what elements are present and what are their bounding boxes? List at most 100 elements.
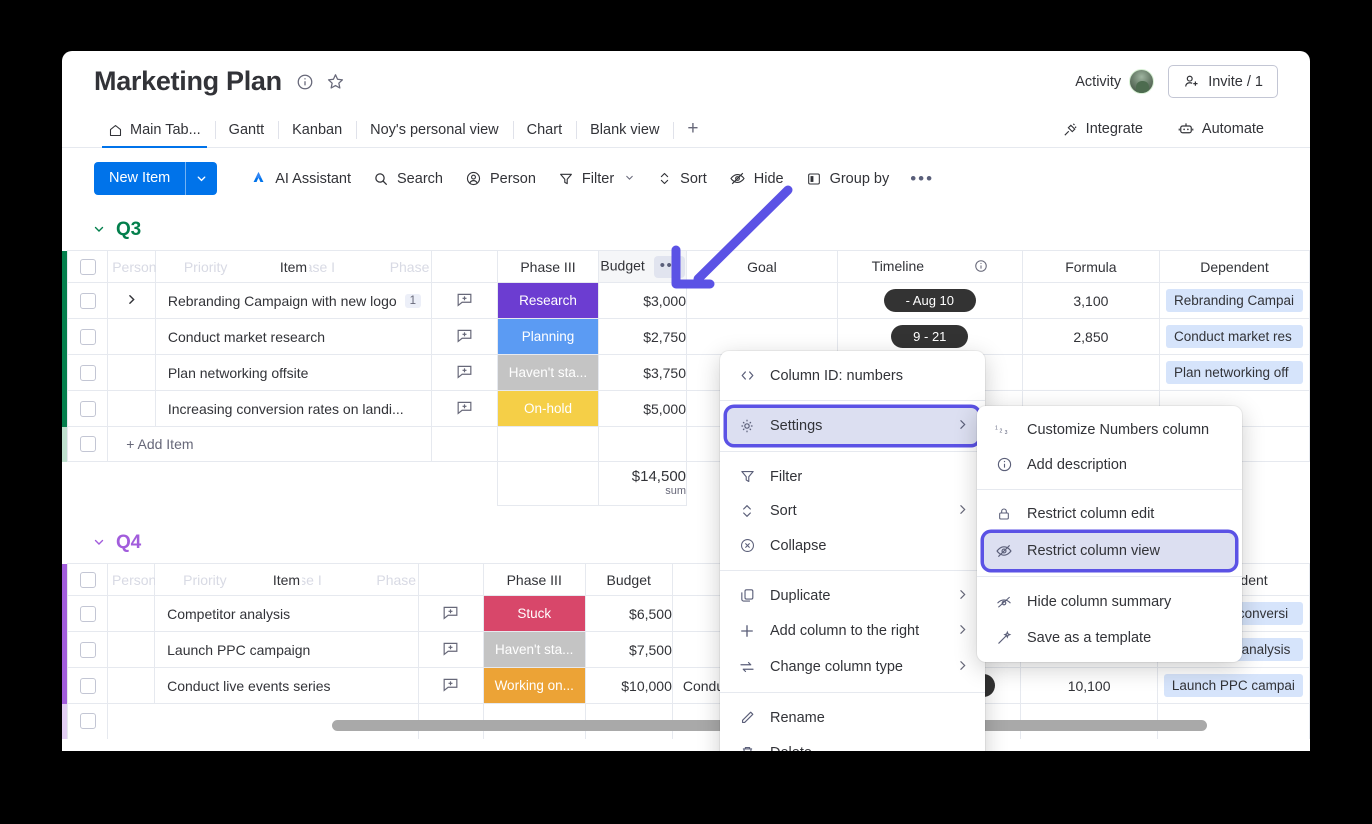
select-all-header[interactable]	[67, 250, 109, 283]
menu-item-change-column-type[interactable]: Change column type	[720, 649, 985, 685]
checkbox[interactable]	[79, 571, 96, 588]
item-name-cell[interactable]: Plan networking offsite	[154, 354, 433, 391]
group-header[interactable]: Q3	[62, 215, 1310, 250]
filter-button[interactable]: Filter	[547, 165, 646, 193]
menu-item-settings[interactable]: Settings	[727, 408, 978, 444]
budget-cell[interactable]: $2,750	[598, 318, 688, 355]
column-header-phase3[interactable]: Phase III	[496, 250, 600, 283]
row-checkbox-cell[interactable]	[67, 282, 109, 319]
chevron-down-icon[interactable]	[92, 535, 106, 552]
checkbox[interactable]	[79, 292, 96, 309]
dependent-cell[interactable]: Launch PPC campai	[1156, 667, 1310, 704]
group-header[interactable]: Q4	[62, 528, 1310, 563]
avatar[interactable]	[1129, 69, 1155, 94]
item-name-cell[interactable]: Conduct live events series	[154, 667, 419, 704]
status-cell[interactable]: Haven't sta...	[482, 631, 586, 668]
chevron-down-icon[interactable]	[92, 222, 106, 239]
invite-button[interactable]: Invite / 1	[1168, 65, 1278, 98]
item-name-cell[interactable]: Rebranding Campaign with new logo 1	[154, 282, 433, 319]
add-update-icon[interactable]	[431, 318, 498, 355]
column-header-updates[interactable]	[417, 563, 484, 596]
checkbox[interactable]	[79, 436, 96, 452]
info-circle-icon[interactable]	[974, 259, 988, 276]
menu-item-customize-numbers-column[interactable]: 1 2 3 Customize Numbers column	[977, 413, 1242, 447]
budget-cell[interactable]: $10,000	[584, 667, 673, 704]
menu-item-restrict-column-edit[interactable]: Restrict column edit	[977, 497, 1242, 531]
star-icon[interactable]	[326, 72, 345, 91]
table-row[interactable]: Rebranding Campaign with new logo 1 Rese…	[62, 282, 1310, 319]
add-view-button[interactable]: +	[673, 115, 712, 147]
tab-noys-personal-view[interactable]: Noy's personal view	[356, 114, 513, 147]
budget-summary-cell[interactable]: $14,500 sum	[598, 461, 688, 506]
item-name-cell[interactable]: Competitor analysis	[154, 595, 419, 632]
menu-item-filter[interactable]: Filter	[720, 459, 985, 494]
menu-item-duplicate[interactable]: Duplicate	[720, 578, 985, 613]
budget-column-menu-button[interactable]: •••	[653, 255, 685, 278]
menu-item-add-description[interactable]: Add description	[977, 447, 1242, 482]
status-cell[interactable]: Planning	[496, 318, 600, 355]
dependent-cell[interactable]: Rebranding Campai	[1158, 282, 1310, 319]
menu-item-restrict-column-view[interactable]: Restrict column view	[984, 533, 1235, 569]
menu-item-delete[interactable]: Delete	[720, 735, 985, 751]
column-header-item[interactable]: Priority Item Phase I Phase II	[154, 250, 441, 283]
timeline-cell[interactable]: - Aug 10	[836, 282, 1023, 319]
tab-chart[interactable]: Chart	[512, 114, 576, 147]
status-cell[interactable]: On-hold	[496, 390, 600, 427]
menu-item-collapse[interactable]: Collapse	[720, 528, 985, 563]
dependent-cell[interactable]: Conduct market res	[1158, 318, 1310, 355]
column-header-timeline[interactable]: Timeline	[836, 250, 1023, 283]
budget-cell[interactable]: $3,750	[598, 354, 688, 391]
status-cell[interactable]: Research	[496, 282, 600, 319]
row-checkbox-cell[interactable]	[67, 390, 109, 427]
activity-indicator[interactable]: Activity	[1075, 69, 1155, 94]
menu-item-save-as-template[interactable]: Save as a template	[977, 620, 1242, 655]
hide-button[interactable]: Hide	[718, 164, 795, 193]
chevron-down-icon[interactable]	[624, 172, 635, 186]
new-item-button[interactable]: New Item	[94, 162, 218, 195]
column-header-formula[interactable]: Formula	[1021, 250, 1160, 283]
ellipsis-icon[interactable]: •••	[910, 168, 935, 188]
menu-item-add-column-right[interactable]: Add column to the right	[720, 613, 985, 649]
budget-cell[interactable]: $7,500	[584, 631, 673, 668]
status-cell[interactable]: Stuck	[482, 595, 586, 632]
dependent-cell[interactable]: Plan networking off	[1158, 354, 1310, 391]
menu-item-rename[interactable]: Rename	[720, 700, 985, 735]
column-header-dependent[interactable]: Dependent	[1158, 250, 1310, 283]
budget-cell[interactable]: $6,500	[584, 595, 673, 632]
row-checkbox-cell[interactable]	[67, 354, 109, 391]
checkbox[interactable]	[79, 641, 96, 658]
column-header-phase3[interactable]: Phase III	[482, 563, 586, 596]
checkbox[interactable]	[79, 364, 96, 381]
item-name-cell[interactable]: Launch PPC campaign	[154, 631, 419, 668]
tab-main-table[interactable]: Main Tab...	[94, 114, 215, 148]
group-by-button[interactable]: Group by	[795, 165, 901, 193]
status-cell[interactable]: Haven't sta...	[496, 354, 600, 391]
goal-cell[interactable]	[686, 318, 838, 355]
item-name-cell[interactable]: Conduct market research	[154, 318, 433, 355]
column-header-budget[interactable]: Budget •••	[598, 250, 688, 283]
column-header-goal[interactable]: Goal	[686, 250, 838, 283]
item-name-cell[interactable]: Increasing conversion rates on landi...	[154, 390, 433, 427]
ai-assistant-button[interactable]: AI Assistant	[239, 164, 362, 193]
row-checkbox-cell[interactable]	[67, 426, 109, 462]
add-update-icon[interactable]	[417, 595, 484, 632]
tab-gantt[interactable]: Gantt	[214, 114, 278, 147]
tab-kanban[interactable]: Kanban	[278, 114, 356, 147]
info-circle-icon[interactable]	[296, 73, 314, 91]
status-cell[interactable]: Working on...	[482, 667, 586, 704]
row-checkbox-cell[interactable]	[67, 595, 108, 632]
row-checkbox-cell[interactable]	[67, 318, 109, 355]
add-update-icon[interactable]	[431, 282, 498, 319]
column-header-budget[interactable]: Budget	[584, 563, 673, 596]
checkbox[interactable]	[79, 713, 96, 730]
budget-cell[interactable]: $3,000	[598, 282, 688, 319]
checkbox[interactable]	[79, 258, 96, 275]
checkbox[interactable]	[79, 605, 96, 622]
timeline-cell[interactable]: 9 - 21	[836, 318, 1023, 355]
select-all-header[interactable]	[67, 563, 108, 596]
expand-subitems-button[interactable]	[107, 282, 156, 319]
row-checkbox-cell[interactable]	[67, 703, 108, 739]
table-row[interactable]: Plan networking offsite Haven't sta... $…	[62, 354, 1310, 391]
table-row[interactable]: Conduct market research Planning $2,750 …	[62, 318, 1310, 355]
automate-button[interactable]: Automate	[1163, 112, 1278, 147]
